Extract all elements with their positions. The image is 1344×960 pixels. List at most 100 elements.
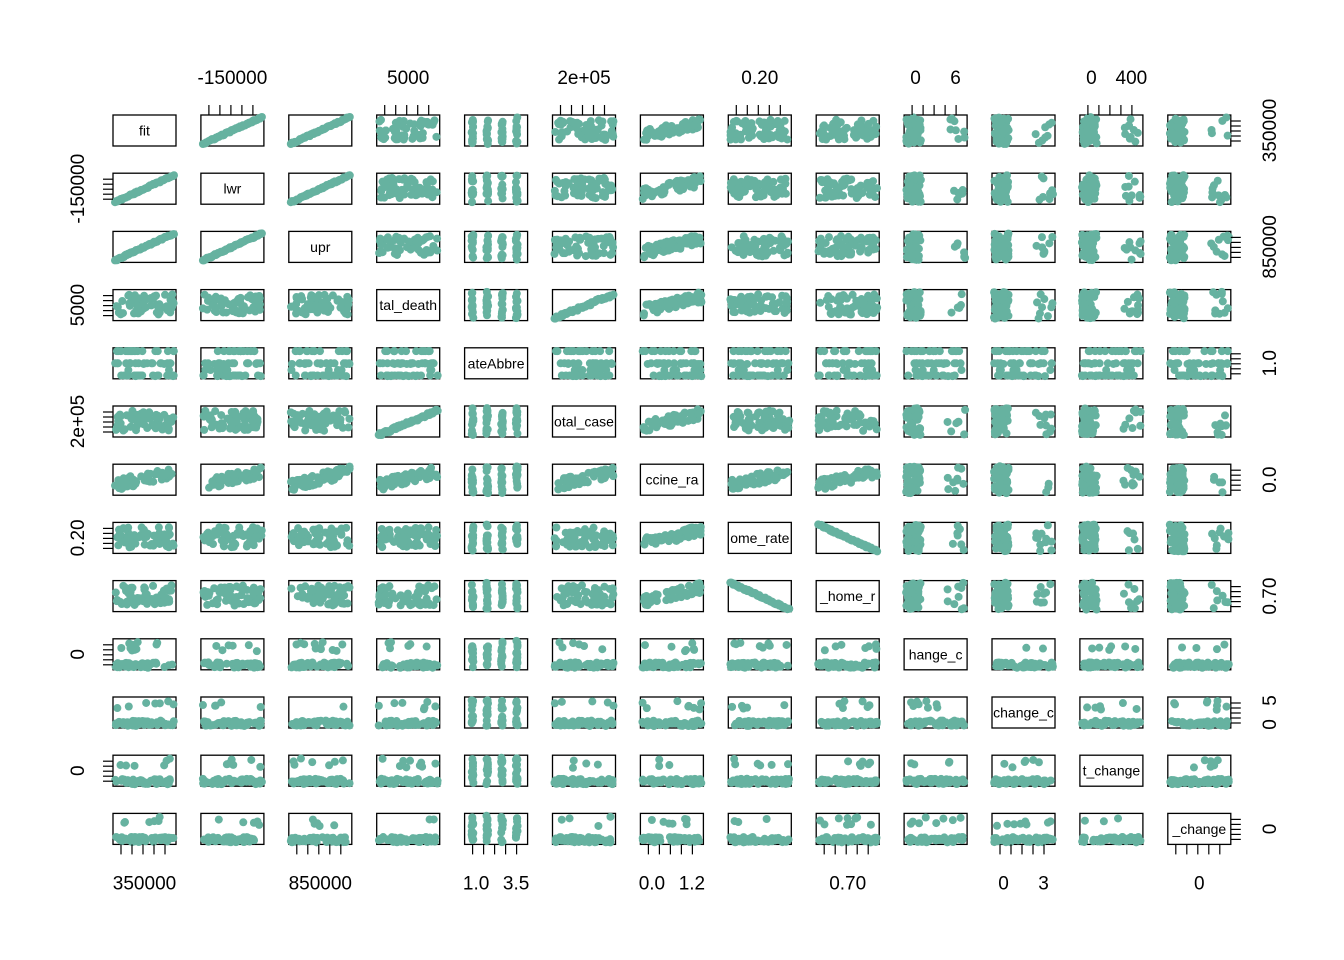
data-point (950, 359, 959, 368)
data-point (675, 347, 684, 356)
data-point (761, 243, 770, 252)
data-point (513, 195, 522, 204)
data-point (592, 359, 601, 368)
panel-total_deaths-vs-total_cases (550, 288, 618, 323)
data-point (947, 308, 956, 317)
data-point (862, 310, 871, 319)
data-point (589, 127, 598, 136)
data-point (1208, 193, 1217, 202)
data-point (1124, 171, 1133, 180)
data-point (865, 302, 874, 311)
data-point (199, 371, 208, 380)
data-point (824, 233, 833, 242)
data-point (729, 484, 738, 493)
data-point (512, 188, 521, 197)
data-point (727, 359, 736, 368)
data-point (342, 359, 351, 368)
data-point (1126, 115, 1135, 124)
data-point (418, 129, 427, 138)
data-point (1091, 347, 1100, 356)
data-point (1123, 359, 1132, 368)
data-point (992, 418, 1001, 427)
data-point (783, 297, 792, 306)
data-point (729, 347, 738, 356)
data-point (691, 232, 700, 241)
data-point (608, 120, 617, 129)
data-point (835, 292, 844, 301)
data-point (513, 471, 522, 480)
data-point (298, 295, 307, 304)
data-point (291, 371, 300, 380)
panel-vaccine_rate-vs-change_d (902, 462, 968, 498)
data-point (904, 116, 913, 125)
data-point (1128, 424, 1137, 433)
data-point (761, 251, 770, 260)
data-point (1019, 371, 1028, 380)
data-point (1078, 408, 1087, 417)
data-point (1002, 171, 1011, 180)
data-point (868, 366, 877, 375)
data-point (741, 179, 750, 188)
data-point (853, 192, 862, 201)
data-point (555, 179, 564, 188)
data-point (555, 135, 564, 144)
data-point (345, 464, 354, 473)
data-point (210, 359, 219, 368)
data-point (817, 176, 826, 185)
data-point (484, 488, 493, 497)
data-point (1194, 359, 1203, 368)
data-point (585, 175, 594, 184)
data-point (512, 289, 521, 298)
panel-lwr-vs-StateAbbrev (463, 171, 529, 207)
data-point (433, 246, 442, 255)
data-point (257, 229, 266, 238)
data-point (943, 417, 952, 426)
data-point (902, 296, 911, 305)
data-point (396, 371, 405, 380)
data-point (169, 347, 178, 356)
data-point (957, 290, 966, 299)
data-point (1086, 113, 1095, 122)
data-point (697, 372, 706, 381)
data-point (846, 359, 855, 368)
data-point (849, 371, 858, 380)
data-point (1175, 124, 1184, 133)
data-point (652, 423, 661, 432)
data-point (816, 234, 825, 243)
data-point (1131, 137, 1140, 146)
data-point (389, 179, 398, 188)
data-point (816, 298, 825, 307)
data-point (652, 359, 661, 368)
data-point (468, 238, 477, 247)
data-point (200, 425, 209, 434)
data-point (467, 175, 476, 184)
data-point (482, 467, 491, 476)
data-point (126, 422, 135, 431)
data-point (1085, 255, 1094, 264)
data-point (1120, 244, 1129, 253)
data-point (152, 414, 161, 423)
data-point (590, 243, 599, 252)
diagonal-label-upr: upr (310, 239, 331, 255)
data-point (425, 466, 434, 475)
diagonal-label-total_deaths: tal_death (379, 297, 437, 313)
data-point (907, 252, 916, 261)
data-point (1035, 309, 1044, 318)
data-point (332, 418, 341, 427)
data-point (575, 233, 584, 242)
data-point (773, 347, 782, 356)
data-point (828, 359, 837, 368)
data-point (433, 371, 442, 380)
data-point (1009, 366, 1018, 375)
data-point (385, 191, 394, 200)
data-point (1089, 247, 1098, 256)
data-point (958, 189, 967, 198)
data-point (574, 359, 583, 368)
data-point (823, 479, 832, 488)
data-point (316, 425, 325, 434)
panel-fit-vs-total_deaths (375, 114, 441, 147)
panel-vaccine_rate-vs-not_home_rate (814, 463, 881, 496)
data-point (432, 132, 441, 141)
data-point (498, 411, 507, 420)
